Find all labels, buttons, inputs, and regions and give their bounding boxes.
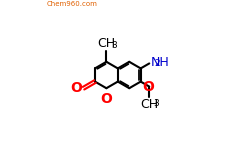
- Text: 3: 3: [111, 41, 117, 50]
- Text: 3: 3: [153, 99, 159, 108]
- Text: NH: NH: [151, 56, 169, 69]
- Text: O: O: [100, 92, 112, 106]
- Text: CH: CH: [140, 98, 158, 111]
- Text: CH: CH: [97, 37, 115, 50]
- Text: O: O: [70, 81, 82, 95]
- Text: O: O: [143, 80, 155, 94]
- Text: Chem960.com: Chem960.com: [47, 1, 98, 7]
- Text: 2: 2: [155, 59, 160, 68]
